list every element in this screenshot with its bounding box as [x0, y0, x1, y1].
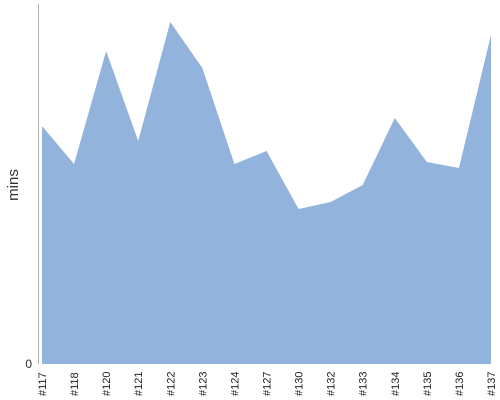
data-point-136: [456, 165, 462, 171]
x-tick-label-130: #130: [294, 372, 306, 396]
data-point-122: [167, 19, 173, 25]
data-point-137: [488, 32, 494, 38]
x-tick-label-117: #117: [37, 372, 49, 396]
y-tick-layer: 0: [25, 357, 32, 371]
data-point-120: [103, 48, 109, 54]
x-tick-label-137: #137: [486, 372, 498, 396]
y-tick-label: 0: [25, 357, 32, 371]
x-tick-label-133: #133: [358, 372, 370, 396]
x-tick-label-134: #134: [390, 372, 402, 396]
x-tick-label-124: #124: [229, 372, 241, 396]
x-tick-label-135: #135: [422, 372, 434, 396]
data-point-117: [39, 123, 45, 129]
data-point-132: [328, 199, 334, 205]
x-tick-label-121: #121: [133, 372, 145, 396]
data-point-135: [424, 159, 430, 165]
x-tick-label-136: #136: [454, 372, 466, 396]
data-point-121: [135, 138, 141, 144]
y-axis-label: mins: [5, 169, 22, 201]
x-tick-layer: #117 #118 #120 #121 #122 #123 #124 #127 #130 #132…: [37, 372, 498, 396]
data-point-134: [392, 115, 398, 121]
data-point-130: [296, 206, 302, 212]
data-point-127: [264, 148, 270, 154]
x-tick-label-132: #132: [326, 372, 338, 396]
x-tick-label-123: #123: [197, 372, 209, 396]
x-tick-label-122: #122: [165, 372, 177, 396]
x-tick-label-127: #127: [262, 372, 274, 396]
x-tick-label-118: #118: [69, 372, 81, 396]
data-point-123: [199, 65, 205, 71]
area-layer: [39, 19, 494, 364]
data-point-133: [360, 182, 366, 188]
series-area: [42, 22, 491, 364]
x-tick-label-120: #120: [101, 372, 113, 396]
data-point-118: [71, 161, 77, 167]
data-point-124: [231, 161, 237, 167]
